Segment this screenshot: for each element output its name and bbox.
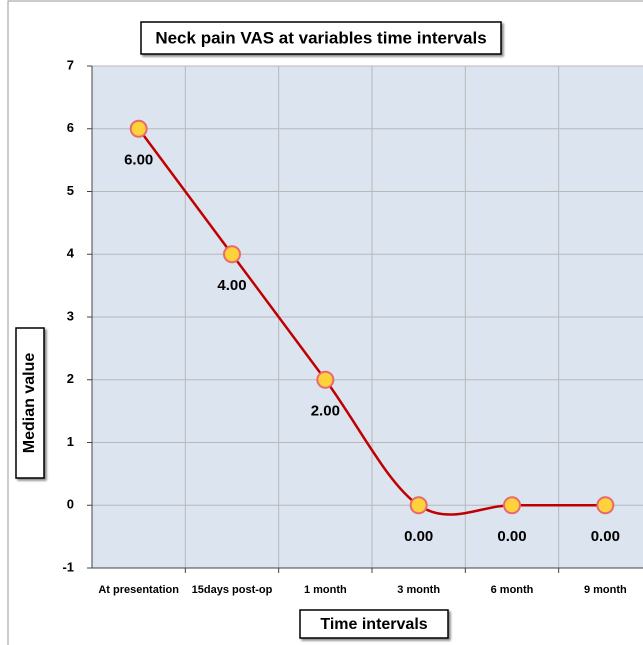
y-tick-label: 4 xyxy=(67,246,75,261)
x-label-box xyxy=(299,609,449,639)
title-box xyxy=(140,21,502,55)
data-label: 0.00 xyxy=(404,528,433,545)
marker xyxy=(503,496,521,515)
x-tick-label: 6 month xyxy=(491,584,534,596)
marker xyxy=(409,496,428,515)
x-tick-label: 3 month xyxy=(397,584,440,596)
x-tick-label: 15days post-op xyxy=(192,584,273,596)
x-tick-label: At presentation xyxy=(98,584,179,596)
x-tick-label: 1 month xyxy=(304,584,347,596)
x-axis-label: Time intervals xyxy=(320,616,427,633)
data-label: 2.00 xyxy=(311,403,340,420)
x-tick-label: 9 month xyxy=(584,584,627,596)
data-label: 0.00 xyxy=(497,528,526,545)
y-tick-label: 7 xyxy=(67,57,74,72)
y-tick-label: 6 xyxy=(67,120,74,135)
y-tick-label: -1 xyxy=(62,559,74,574)
y-tick-label: 3 xyxy=(67,308,74,323)
chart-title: Neck pain VAS at variables time interval… xyxy=(155,28,486,47)
y-tick-label: 1 xyxy=(67,434,74,449)
y-tick-label: 2 xyxy=(67,371,74,386)
y-tick-label: 5 xyxy=(67,183,74,198)
marker xyxy=(316,370,335,389)
y-axis-label: Median value xyxy=(21,353,38,454)
data-label: 6.00 xyxy=(124,152,153,169)
marker xyxy=(596,496,615,515)
y-label-box xyxy=(15,327,45,479)
data-label: 4.00 xyxy=(217,277,246,294)
marker xyxy=(223,245,241,264)
data-label: 0.00 xyxy=(591,528,620,545)
y-tick-label: 0 xyxy=(67,497,74,512)
marker xyxy=(129,119,148,138)
